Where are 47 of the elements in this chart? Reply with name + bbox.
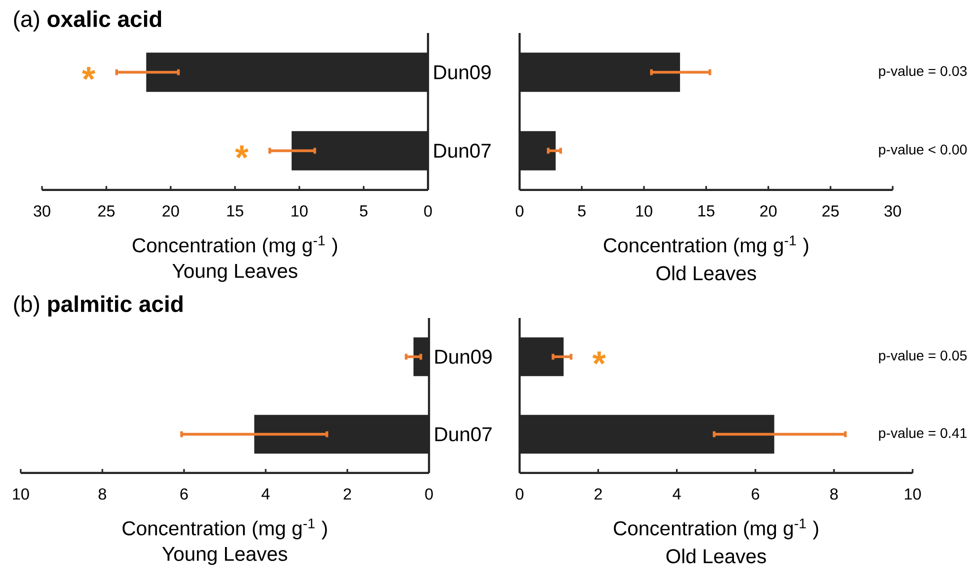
x-tick-label: 15 (698, 205, 714, 217)
annotation: * (235, 145, 248, 158)
x-tick-label: 0 (516, 205, 524, 217)
x-tick-label: 6 (752, 488, 760, 500)
text: Young Leaves (162, 547, 288, 565)
chart-title: (a) oxalic acid (14, 10, 162, 32)
annotation: * (592, 351, 606, 364)
x-tick-label: 25 (822, 205, 839, 217)
x-tick-label: 30 (34, 205, 50, 217)
text: Young Leaves (172, 264, 298, 282)
x-tick-label: 0 (424, 205, 432, 217)
y-tick-label: Dun09 (434, 65, 491, 80)
x-tick-label: 8 (830, 488, 838, 500)
x-tick-label: 8 (98, 488, 106, 500)
x-tick-label: 20 (760, 205, 777, 217)
y-tick-label: Dun07 (434, 144, 491, 158)
y-tick-label: Dun09 (435, 350, 492, 364)
x-tick-label: 0 (425, 488, 433, 500)
x-tick-label: 4 (672, 488, 681, 500)
y-tick-label: Dun07 (435, 427, 492, 442)
x-tick-label: 4 (262, 488, 270, 500)
text: Old Leaves (656, 266, 756, 280)
x-tick-label: 30 (884, 205, 901, 217)
x-tick-label: 2 (594, 488, 602, 500)
x-axis-title: Concentration (mg g$^{-1}$ ) (604, 236, 808, 256)
annotation: p-value = 0.05 (879, 350, 967, 364)
x-tick-label: 10 (292, 205, 308, 217)
text: Old Leaves (666, 548, 766, 564)
x-axis-title: Concentration (mg g$^{-1}$ ) (614, 518, 818, 540)
x-tick-label: 6 (180, 488, 188, 500)
x-axis-title: Concentration (mg g$^{-1}$ ) (122, 518, 327, 540)
annotation: p-value = 0.41 (879, 428, 967, 441)
x-tick-label: 0 (516, 488, 524, 500)
annotation: p-value < 0.00 (879, 144, 967, 158)
x-tick-label: 25 (98, 205, 115, 217)
x-tick-label: 5 (360, 205, 368, 217)
x-axis-title: Concentration (mg g$^{-1}$ ) (132, 236, 338, 256)
x-tick-label: 10 (13, 488, 29, 500)
x-tick-label: 10 (636, 205, 652, 217)
annotation: p-value = 0.03 (879, 66, 967, 79)
chart-title: (b) palmitic acid (14, 295, 183, 317)
x-tick-label: 5 (578, 205, 586, 217)
x-tick-label: 20 (162, 205, 179, 217)
x-tick-label: 15 (227, 205, 244, 217)
annotation: * (82, 66, 96, 80)
x-tick-label: 2 (344, 488, 351, 500)
x-tick-label: 10 (904, 488, 921, 500)
